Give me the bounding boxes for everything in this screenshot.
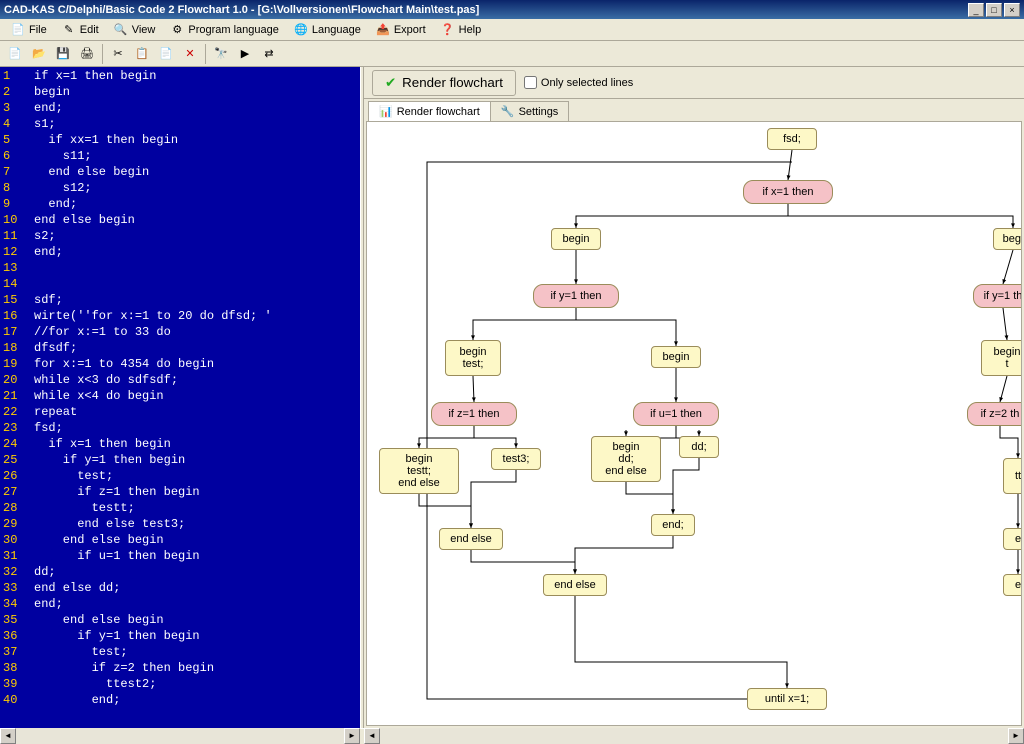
- fc-node-begin4: begint: [981, 340, 1022, 376]
- fc-node-endelse1: end else: [439, 528, 503, 550]
- fc-node-e1: e: [1003, 528, 1022, 550]
- fc-node-begin3: begi: [993, 228, 1022, 250]
- fc-node-end1: end;: [651, 514, 695, 536]
- render-bar: ✔ Render flowchart Only selected lines: [364, 67, 1024, 99]
- menu-view[interactable]: 🔍View: [107, 20, 162, 40]
- canvas-hscroll[interactable]: ◄ ►: [364, 728, 1024, 744]
- tool-cut[interactable]: ✂: [107, 43, 129, 65]
- fc-node-ifu: if u=1 then: [633, 402, 719, 426]
- window-title: CAD-KAS C/Delphi/Basic Code 2 Flowchart …: [4, 4, 968, 16]
- fc-node-ifz: if z=1 then: [431, 402, 517, 426]
- render-flowchart-button[interactable]: ✔ Render flowchart: [372, 70, 516, 96]
- lang-icon: ⚙: [169, 22, 185, 38]
- render-tab-icon: 📊: [379, 105, 393, 118]
- line-gutter: 1234567891011121314151617181920212223242…: [0, 67, 30, 728]
- code-panel: 1234567891011121314151617181920212223242…: [0, 67, 360, 728]
- fc-node-begin2: begin: [651, 346, 701, 368]
- titlebar: CAD-KAS C/Delphi/Basic Code 2 Flowchart …: [0, 0, 1024, 19]
- tool-open[interactable]: 📂: [28, 43, 50, 65]
- code-hscroll[interactable]: ◄ ►: [0, 728, 360, 744]
- fc-node-fsd: fsd;: [767, 128, 817, 150]
- menu-program-language[interactable]: ⚙Program language: [163, 20, 285, 40]
- fc-node-until: until x=1;: [747, 688, 827, 710]
- menu-export[interactable]: 📤Export: [369, 20, 432, 40]
- minimize-button[interactable]: _: [968, 3, 984, 17]
- edit-icon: ✎: [61, 22, 77, 38]
- menu-language[interactable]: 🌐Language: [287, 20, 367, 40]
- help-icon: ❓: [440, 22, 456, 38]
- check-icon: ✔: [385, 75, 396, 91]
- view-icon: 🔍: [113, 22, 129, 38]
- file-icon: 📄: [10, 22, 26, 38]
- menu-edit[interactable]: ✎Edit: [55, 20, 105, 40]
- fc-node-begin1: begin: [551, 228, 601, 250]
- fc-node-dd1: begindd;end else: [591, 436, 661, 482]
- scroll-left-icon[interactable]: ◄: [0, 728, 16, 744]
- tool-delete[interactable]: ✕: [179, 43, 201, 65]
- tool-paste[interactable]: 📄: [155, 43, 177, 65]
- menu-file[interactable]: 📄File: [4, 20, 53, 40]
- tabs: 📊Render flowchart 🔧Settings: [364, 99, 1024, 121]
- right-panel: ✔ Render flowchart Only selected lines 📊…: [364, 67, 1024, 728]
- tool-find-next[interactable]: ▶: [234, 43, 256, 65]
- fc-node-test3: test3;: [491, 448, 541, 470]
- fc-node-ifx: if x=1 then: [743, 180, 833, 204]
- scroll-right-icon[interactable]: ►: [344, 728, 360, 744]
- settings-tab-icon: 🔧: [501, 105, 515, 118]
- tool-save[interactable]: 💾: [52, 43, 74, 65]
- statusbar: ◄ ► ◄ ►: [0, 728, 1024, 744]
- scroll-left-icon[interactable]: ◄: [364, 728, 380, 744]
- fc-node-begintest: begintest;: [445, 340, 501, 376]
- tool-copy[interactable]: 📋: [131, 43, 153, 65]
- fc-node-ify2: if y=1 th: [973, 284, 1022, 308]
- globe-icon: 🌐: [293, 22, 309, 38]
- close-button[interactable]: ×: [1004, 3, 1020, 17]
- fc-node-ify: if y=1 then: [533, 284, 619, 308]
- menubar: 📄File ✎Edit 🔍View ⚙Program language 🌐Lan…: [0, 19, 1024, 41]
- main-area: 1234567891011121314151617181920212223242…: [0, 67, 1024, 728]
- menu-help[interactable]: ❓Help: [434, 20, 488, 40]
- export-icon: 📤: [375, 22, 391, 38]
- flowchart-canvas[interactable]: fsd;if x=1 thenbeginif y=1 thenbegintest…: [366, 121, 1022, 726]
- fc-node-tt: tt: [1003, 458, 1022, 494]
- code-editor[interactable]: if x=1 then beginbeginend;s1; if xx=1 th…: [30, 67, 360, 728]
- tab-render[interactable]: 📊Render flowchart: [368, 101, 491, 121]
- fc-node-ifz2: if z=2 th: [967, 402, 1022, 426]
- fc-node-endelse2: end else: [543, 574, 607, 596]
- tool-new[interactable]: 📄: [4, 43, 26, 65]
- tab-settings[interactable]: 🔧Settings: [490, 101, 569, 121]
- maximize-button[interactable]: □: [986, 3, 1002, 17]
- only-selected-checkbox[interactable]: Only selected lines: [524, 76, 633, 89]
- fc-node-e2: e: [1003, 574, 1022, 596]
- tool-find[interactable]: 🔭: [210, 43, 232, 65]
- tool-print[interactable]: 🖨: [76, 43, 98, 65]
- tool-replace[interactable]: ⇄: [258, 43, 280, 65]
- toolbar: 📄 📂 💾 🖨 ✂ 📋 📄 ✕ 🔭 ▶ ⇄: [0, 41, 1024, 67]
- fc-node-dd2: dd;: [679, 436, 719, 458]
- fc-node-testt: begintestt;end else: [379, 448, 459, 494]
- scroll-right-icon[interactable]: ►: [1008, 728, 1024, 744]
- only-selected-input[interactable]: [524, 76, 537, 89]
